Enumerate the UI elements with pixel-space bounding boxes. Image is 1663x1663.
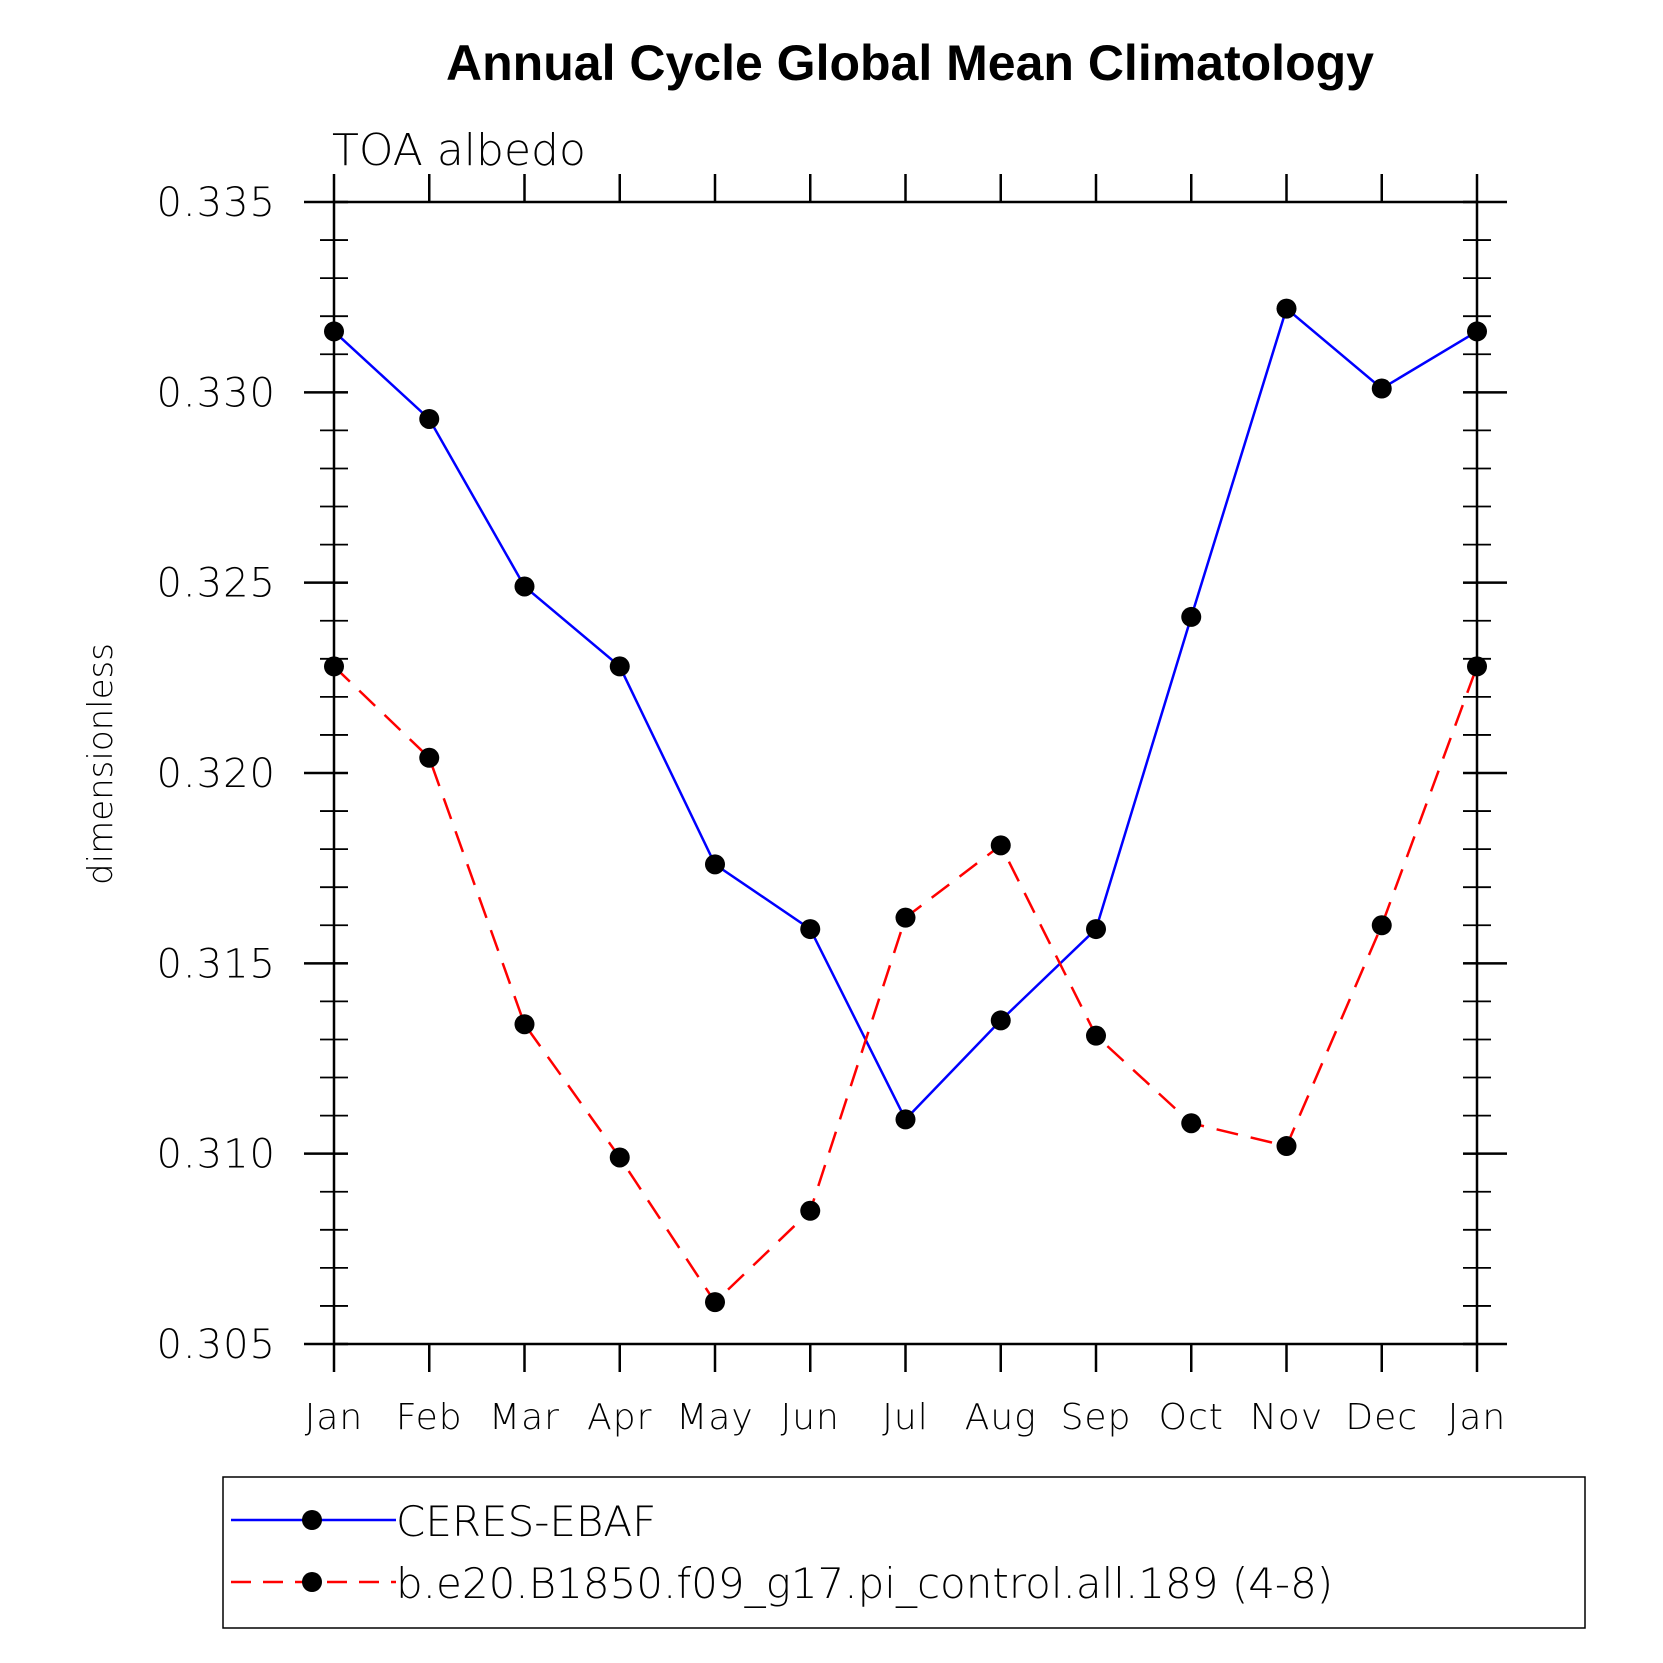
series-1-point xyxy=(514,1014,535,1035)
x-tick-label: Jan xyxy=(1448,1397,1507,1438)
legend: CERES-EBAF b.e20.B1850.f09_g17.pi_contro… xyxy=(222,1476,1586,1629)
series-1-point xyxy=(705,1292,725,1313)
series-0-point xyxy=(1276,298,1297,319)
legend-box xyxy=(222,1476,1586,1629)
series-1-point xyxy=(1467,656,1487,677)
series-0-point xyxy=(1467,321,1487,342)
series-0-point xyxy=(514,576,535,597)
y-tick-label: 0.325 xyxy=(156,561,276,607)
series-1-point xyxy=(1181,1113,1202,1134)
x-tick-label: Aug xyxy=(965,1397,1037,1438)
series-1-point xyxy=(324,656,344,677)
chart-title: Annual Cycle Global Mean Climatology xyxy=(446,35,1374,91)
series-1-point xyxy=(1276,1136,1297,1157)
y-tick-label: 0.320 xyxy=(156,751,276,797)
y-tick-label: 0.310 xyxy=(156,1132,276,1178)
y-axis-label: dimensionless xyxy=(81,643,121,885)
series-0-point xyxy=(990,1010,1011,1031)
series-0-point xyxy=(1086,919,1106,940)
series-1-point xyxy=(419,747,440,768)
series-0-point xyxy=(419,408,440,429)
x-tick-label: Jun xyxy=(781,1397,840,1438)
series-layer xyxy=(324,298,1487,1313)
x-tick-label: Sep xyxy=(1061,1397,1132,1438)
series-line-0 xyxy=(333,306,1478,1122)
x-tick-label: Apr xyxy=(587,1397,652,1438)
series-0-point xyxy=(800,919,821,940)
x-tick-label: Feb xyxy=(396,1397,463,1438)
series-0-point xyxy=(324,321,344,342)
x-tick-label: Dec xyxy=(1345,1397,1418,1438)
legend-label-ceres: CERES-EBAF xyxy=(396,1497,656,1546)
series-1-point xyxy=(1086,1025,1106,1046)
y-tick-label: 0.305 xyxy=(156,1322,276,1368)
y-tick-label: 0.330 xyxy=(156,370,276,416)
x-tick-label: May xyxy=(676,1397,753,1438)
series-1-point xyxy=(895,907,916,928)
x-tick-label: Oct xyxy=(1159,1397,1224,1438)
series-0-point xyxy=(609,656,630,677)
axes-group: Jan Feb Mar Apr May Jun Jul Aug Sep Oct Nov Dec Jan 0… xyxy=(156,174,1507,1438)
series-line-1 xyxy=(333,665,1479,1305)
series-1-point xyxy=(990,835,1011,856)
legend-label-model: b.e20.B1850.f09_g17.pi_control.all.189 (… xyxy=(396,1559,1333,1608)
x-tick-label: Nov xyxy=(1250,1397,1323,1438)
x-tick-label: Mar xyxy=(489,1397,560,1438)
series-0-point xyxy=(1371,378,1392,399)
series-0-point xyxy=(895,1109,916,1130)
legend-marker-model xyxy=(302,1572,322,1592)
y-tick-label: 0.335 xyxy=(156,180,276,226)
series-1-point xyxy=(609,1147,630,1168)
x-tick-label: Jul xyxy=(882,1397,928,1438)
series-0-point xyxy=(1181,606,1202,627)
legend-marker-ceres xyxy=(302,1510,322,1530)
plot-frame xyxy=(332,200,1479,1346)
chart-subtitle: TOA albedo xyxy=(332,125,586,176)
series-1-point xyxy=(1371,915,1392,936)
series-0-point xyxy=(705,854,725,875)
y-tick-label: 0.315 xyxy=(156,941,276,987)
x-tick-label: Jan xyxy=(305,1397,364,1438)
series-1-point xyxy=(800,1200,821,1221)
